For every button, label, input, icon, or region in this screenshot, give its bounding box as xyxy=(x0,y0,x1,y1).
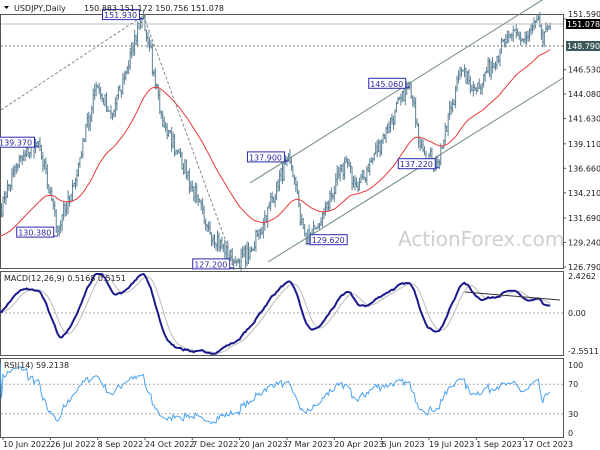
rsi-tick-label: 70 xyxy=(568,380,578,389)
price-tick-label: 146.530 xyxy=(568,66,600,75)
macd-tick-label: 0.00 xyxy=(568,309,586,318)
chart-symbol: USDJPY,Daily xyxy=(14,4,66,13)
level-price-label-box xyxy=(566,41,600,51)
swing-label: 130.380 xyxy=(18,229,51,238)
swing-label-box xyxy=(309,234,348,246)
price-tick-label: 141.630 xyxy=(568,115,600,124)
channel-upper-line xyxy=(249,0,544,184)
rsi-line xyxy=(0,361,551,425)
rsi-tick-label: 0 xyxy=(568,429,573,438)
current-price-label-box xyxy=(566,19,600,29)
swing-label: 129.620 xyxy=(312,236,345,245)
date-tick-label: 7 Dec 2022 xyxy=(192,440,238,449)
panel-frame xyxy=(0,271,564,356)
current-price-label: 151.078 xyxy=(567,20,600,29)
macd-line xyxy=(0,272,551,355)
swing-label-box xyxy=(397,158,436,170)
date-tick-label: 26 Jul 2022 xyxy=(50,440,95,449)
swing-label: 139.370 xyxy=(0,139,32,148)
swing-label: 137.220 xyxy=(400,160,433,169)
date-tick-label: 1 Sep 2023 xyxy=(476,440,522,449)
level-price-label: 148.790 xyxy=(567,42,600,51)
channel-lower-line xyxy=(267,77,564,263)
dropdown-triangle-icon[interactable] xyxy=(4,6,9,9)
price-tick-label: 131.690 xyxy=(568,214,600,223)
swing-label-box xyxy=(246,151,285,163)
date-tick-label: 10 Jun 2022 xyxy=(3,440,51,449)
swing-label-box xyxy=(102,9,141,21)
rsi-title: RSI(14) 59.2138 xyxy=(4,361,69,370)
price-tick-label: 144.080 xyxy=(568,90,600,99)
swing-label: 127.200 xyxy=(194,260,227,269)
date-tick-label: 8 Sep 2022 xyxy=(98,440,144,449)
swing-label: 137.900 xyxy=(249,153,282,162)
date-tick-label: 20 Jan 2023 xyxy=(240,440,288,449)
swing-label-box xyxy=(16,226,55,238)
watermark: ActionForex.com xyxy=(398,227,564,251)
price-tick-label: 151.590 xyxy=(568,10,600,19)
panel-frame xyxy=(0,14,564,269)
price-tick-label: 134.210 xyxy=(568,189,600,198)
price-tick-label: 126.790 xyxy=(568,263,600,272)
date-tick-label: 20 Apr 2023 xyxy=(334,440,383,449)
swing-label-box xyxy=(192,258,231,270)
macd-title: MACD(12,26,9) 0.5168 0.5151 xyxy=(4,274,126,283)
rsi-tick-label: 30 xyxy=(568,410,578,419)
macd-tick-label: -2.5511 xyxy=(568,347,599,356)
swing-label-box xyxy=(0,136,35,148)
swing-label: 151.930 xyxy=(104,11,137,20)
swing-label-box xyxy=(368,77,407,89)
price-tick-label: 136.660 xyxy=(568,164,600,173)
dashed-trendline xyxy=(0,15,144,111)
macd-trendline xyxy=(464,291,561,301)
macd-signal-line xyxy=(0,273,551,354)
panel-frame xyxy=(0,358,564,438)
rsi-tick-label: 100 xyxy=(568,361,583,370)
price-tick-label: 139.110 xyxy=(568,140,600,149)
macd-tick-label: 2.4262 xyxy=(568,272,596,281)
dashed-trendline xyxy=(143,15,235,264)
date-tick-label: 7 Mar 2023 xyxy=(287,440,333,449)
date-tick-label: 5 Jun 2023 xyxy=(382,440,425,449)
moving-average-line xyxy=(0,49,551,237)
chart-ohlc: 150.883 151.172 150.756 151.078 xyxy=(84,4,224,13)
date-tick-label: 24 Oct 2022 xyxy=(145,440,194,449)
date-tick-label: 19 Jul 2023 xyxy=(429,440,474,449)
price-tick-label: 129.240 xyxy=(568,239,600,248)
date-tick-label: 17 Oct 2023 xyxy=(524,440,573,449)
swing-label: 145.060 xyxy=(370,80,403,89)
